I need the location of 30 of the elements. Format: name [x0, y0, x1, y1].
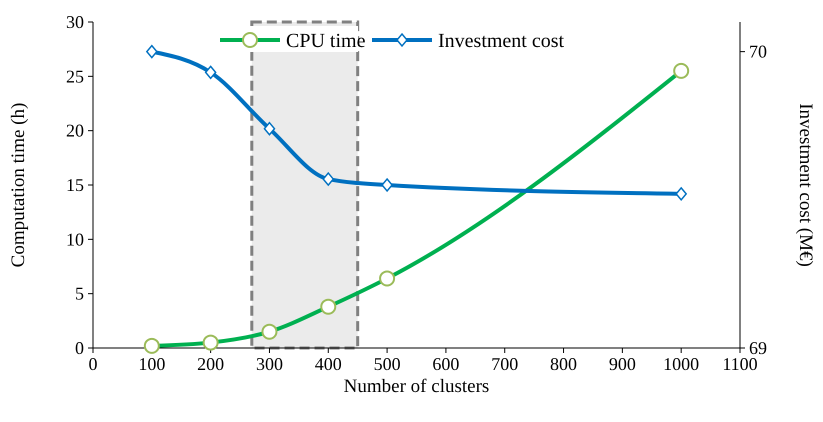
y-tick-label: 15: [66, 175, 84, 195]
point: [146, 44, 158, 58]
x-tick-label: 600: [432, 354, 460, 374]
y-tick-label: 5: [75, 284, 84, 304]
y-tick-label: 25: [66, 66, 84, 86]
x-axis-title: Number of clusters: [344, 376, 490, 397]
x-tick-label: 800: [550, 354, 578, 374]
legend-label: Investment cost: [438, 30, 565, 52]
y-tick-label: 20: [66, 120, 84, 141]
x-tick-label: 700: [491, 354, 518, 374]
x-tick-label: 400: [314, 354, 342, 374]
y-tick-label: 10: [66, 229, 84, 250]
y-axis-title: Computation time (h): [8, 102, 29, 268]
legend-label: CPU time: [286, 30, 366, 52]
x-tick-label: 900: [608, 354, 636, 374]
y-tick-label: 0: [75, 338, 84, 358]
x-tick-label: 0: [88, 354, 98, 374]
point: [381, 178, 393, 192]
y2-axis-title: Investment cost (M€): [795, 103, 816, 267]
point: [204, 66, 216, 80]
y-tick-label: 30: [66, 12, 84, 32]
x-tick-label: 300: [256, 354, 283, 374]
x-tick-label: 100: [138, 354, 166, 374]
x-tick-label: 1000: [663, 354, 700, 374]
x-tick-label: 200: [197, 354, 224, 374]
point: [322, 172, 334, 186]
y2-tick-label: 70: [749, 42, 767, 62]
x-tick-label: 500: [374, 354, 401, 374]
point: [264, 122, 276, 136]
point: [675, 187, 687, 201]
